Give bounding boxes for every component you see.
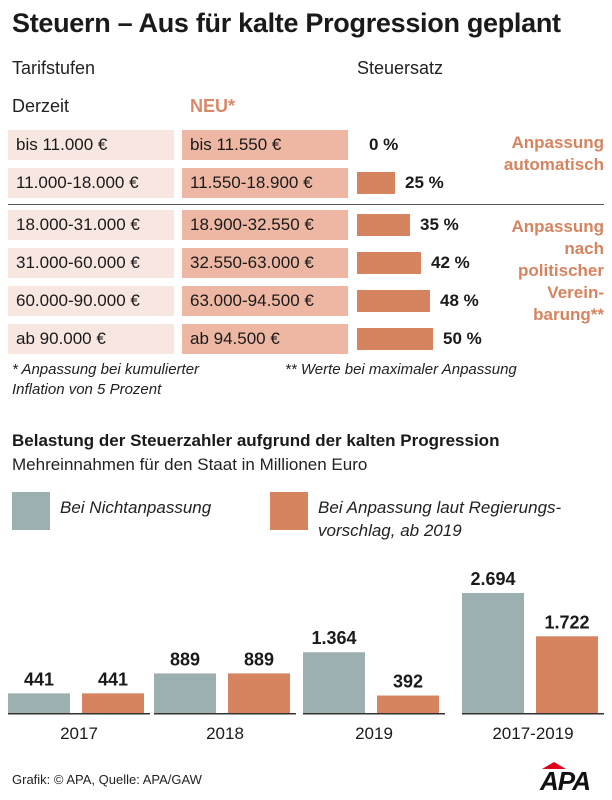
header-derzeit: Derzeit (12, 96, 70, 116)
bar-value-label: 2.694 (470, 569, 515, 589)
rate-bar (357, 328, 433, 350)
bar-nichtanpassung (8, 693, 70, 713)
chart-title: Belastung der Steuerzahler aufgrund der … (12, 431, 500, 450)
bar-anpassung (82, 693, 144, 713)
bar-nichtanpassung (154, 673, 216, 713)
row-new-bracket: bis 11.550 € (182, 130, 348, 160)
chart-subtitle: Mehreinnahmen für den Staat in Millionen… (12, 455, 368, 474)
bar-value-label: 1.722 (544, 612, 589, 632)
row-old-bracket: 18.000-31.000 € (8, 210, 174, 240)
x-tick-label: 2019 (355, 724, 393, 743)
source-credit: Grafik: © APA, Quelle: APA/GAW (12, 772, 202, 787)
row-new-bracket: 32.550-63.000 € (182, 248, 348, 278)
rate-label: 50 % (443, 329, 482, 348)
note-line: Verein- (547, 283, 604, 302)
bar-anpassung (536, 636, 598, 713)
legend-line: Bei Anpassung laut Regierungs- (318, 498, 562, 517)
row-old-bracket: 11.000-18.000 € (8, 168, 174, 198)
header-neu: NEU* (190, 96, 236, 116)
bar-chart: 441 441 2017 889 889 2018 1.364 392 2019 2.694 1.7… (8, 569, 604, 743)
footnote-line: Inflation von 5 Prozent (12, 381, 162, 398)
bar-value-label: 441 (98, 669, 128, 689)
legend-swatch-nichtanpassung (12, 492, 50, 530)
note-line: nach (564, 239, 604, 258)
row-new-bracket: 63.000-94.500 € (182, 286, 348, 316)
rate-bar (357, 172, 395, 194)
bar-nichtanpassung (303, 652, 365, 713)
axis-baseline (154, 713, 296, 715)
bar-value-label: 889 (244, 649, 274, 669)
header-steuersatz: Steuersatz (357, 58, 444, 78)
axis-baseline (462, 713, 604, 715)
legend-label-anpassung: Bei Anpassung laut Regierungs- vorschlag… (318, 496, 561, 542)
rate-bar (357, 252, 421, 274)
legend-swatch-anpassung (270, 492, 308, 530)
bar-anpassung (228, 673, 290, 713)
x-tick-label: 2017-2019 (492, 724, 573, 743)
page-title: Steuern – Aus für kalte Progression gepl… (12, 8, 561, 38)
bar-anpassung (377, 695, 439, 713)
footnote-line: * Anpassung bei kumulierter (12, 361, 200, 378)
note-line: barung** (533, 305, 604, 324)
note-line: Anpassung (511, 217, 604, 236)
apa-logo: APA (540, 766, 591, 796)
bar-value-label: 1.364 (311, 628, 356, 648)
row-new-bracket: 11.550-18.900 € (182, 168, 348, 198)
note-line: Anpassung (511, 133, 604, 152)
footnote-max-adjust: ** Werte bei maximaler Anpassung (285, 361, 517, 378)
rate-label: 42 % (431, 253, 470, 272)
bar-nichtanpassung (462, 593, 524, 713)
row-old-bracket: bis 11.000 € (8, 130, 174, 160)
rate-bar (357, 290, 430, 312)
rate-label: 25 % (405, 173, 444, 192)
note-automatic: Anpassung automatisch (504, 132, 604, 176)
header-tarifstufen: Tarifstufen (12, 58, 96, 78)
row-new-bracket: 18.900-32.550 € (182, 210, 348, 240)
divider (8, 204, 604, 205)
row-old-bracket: 31.000-60.000 € (8, 248, 174, 278)
footnote-inflation: * Anpassung bei kumulierter Inflation vo… (12, 360, 199, 400)
rate-label: 48 % (440, 291, 479, 310)
legend-label-nichtanpassung: Bei Nichtanpassung (60, 498, 212, 517)
apa-logo-accent (542, 762, 566, 769)
x-tick-label: 2018 (206, 724, 244, 743)
row-new-bracket: ab 94.500 € (182, 324, 348, 354)
note-line: automatisch (503, 155, 604, 174)
bar-value-label: 392 (393, 672, 423, 692)
axis-baseline (303, 713, 445, 715)
axis-baseline (8, 713, 150, 715)
row-old-bracket: ab 90.000 € (8, 324, 174, 354)
row-old-bracket: 60.000-90.000 € (8, 286, 174, 316)
rate-label: 35 % (420, 215, 459, 234)
bar-value-label: 889 (170, 649, 200, 669)
note-political: Anpassung nach politischer Verein- barun… (511, 216, 604, 326)
rate-bar (357, 214, 410, 236)
x-tick-label: 2017 (60, 724, 98, 743)
note-line: politischer (518, 261, 604, 280)
legend-line: vorschlag, ab 2019 (318, 521, 462, 540)
bar-value-label: 441 (24, 669, 54, 689)
rate-label: 0 % (369, 135, 399, 154)
